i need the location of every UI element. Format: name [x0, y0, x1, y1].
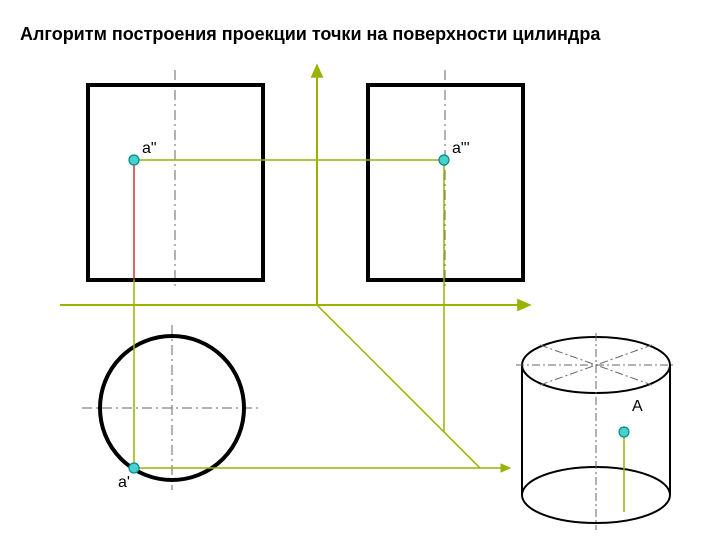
label-A: А	[632, 398, 643, 416]
point-a1	[129, 463, 139, 473]
cylinder-3d	[516, 333, 676, 530]
point-a3	[439, 155, 449, 165]
miter-line	[317, 305, 480, 468]
point-A	[619, 427, 629, 437]
point-a2	[129, 155, 139, 165]
diagram-svg	[0, 0, 720, 540]
label-a2: а"	[142, 140, 157, 158]
label-a1: а'	[118, 474, 130, 492]
label-a3: а"'	[452, 140, 470, 158]
